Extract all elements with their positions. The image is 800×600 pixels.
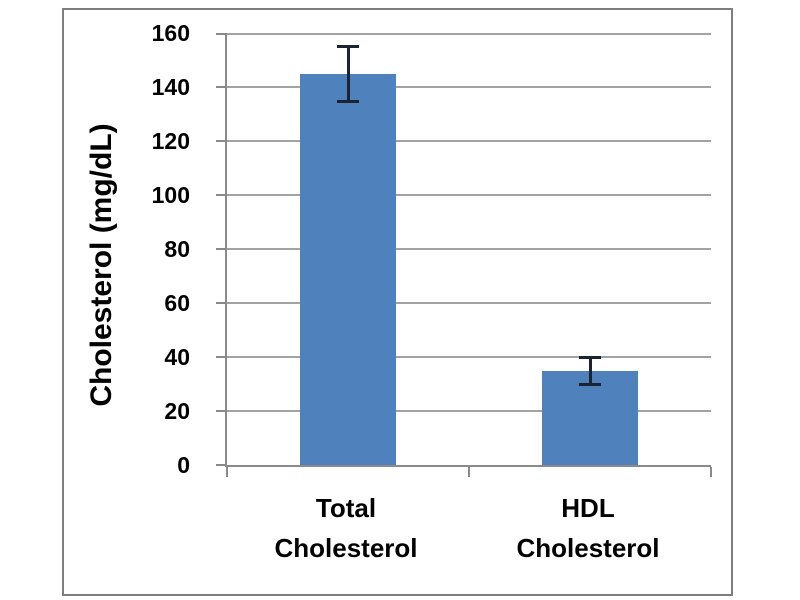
y-tick-label: 0 (177, 452, 190, 478)
y-tick-label: 140 (151, 74, 190, 100)
gridline (227, 410, 711, 412)
category-label-line: Cholesterol (274, 533, 418, 563)
y-tick-label: 100 (151, 182, 190, 208)
bar-total-cholesterol (300, 73, 396, 465)
y-axis-tick (216, 410, 227, 412)
bar-hdl-cholesterol (542, 370, 638, 465)
x-axis-tick (226, 467, 228, 477)
error-bar-total-cholesterol (346, 46, 350, 102)
error-bar-cap-hdl-cholesterol (579, 382, 601, 386)
category-label-line: Cholesterol (516, 533, 660, 563)
y-axis-tick (216, 248, 227, 250)
y-tick-label: 80 (164, 236, 190, 262)
y-tick-label: 20 (164, 398, 190, 424)
error-bar-cap-total-cholesterol (337, 45, 359, 48)
y-tick-label: 40 (164, 344, 190, 370)
x-axis-tick (468, 467, 470, 477)
category-label-hdl-cholesterol: HDL Cholesterol (467, 488, 709, 568)
error-bar-cap-total-cholesterol (337, 100, 359, 104)
y-axis-tick (216, 194, 227, 196)
gridline (227, 140, 711, 142)
y-axis-tick (216, 464, 227, 466)
y-tick-label: 160 (151, 20, 190, 46)
error-bar-hdl-cholesterol (588, 357, 592, 384)
y-tick-label: 120 (151, 128, 190, 154)
gridline (227, 86, 711, 88)
gridline (227, 302, 711, 304)
category-label-line: Total (315, 493, 377, 523)
y-tick-label: 60 (164, 290, 190, 316)
gridline (227, 194, 711, 196)
error-bar-cap-hdl-cholesterol (579, 355, 601, 359)
y-axis-tick (216, 140, 227, 142)
category-label-line: HDL (561, 493, 615, 523)
plot-area (216, 33, 712, 477)
gridline (227, 248, 711, 250)
y-axis-tick (216, 33, 227, 35)
y-axis-tick (216, 356, 227, 358)
category-axis-labels: Total Cholesterol HDL Cholesterol (225, 488, 709, 568)
y-axis-tick (216, 302, 227, 304)
y-axis-tick (216, 86, 227, 88)
gridline (227, 33, 711, 35)
x-axis-tick (710, 467, 712, 477)
gridline (227, 356, 711, 358)
chart-frame: Cholesterol (mg/dL) Total Cholesterol HDL C… (62, 8, 733, 596)
category-label-total-cholesterol: Total Cholesterol (225, 488, 467, 568)
